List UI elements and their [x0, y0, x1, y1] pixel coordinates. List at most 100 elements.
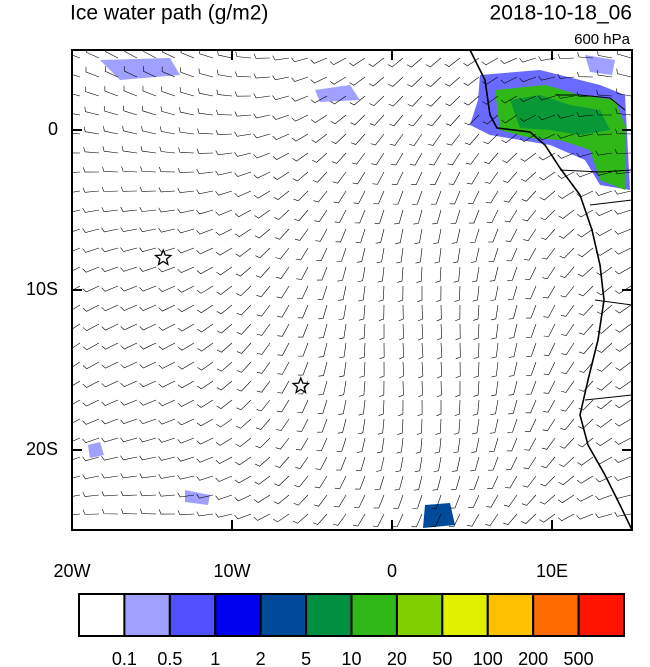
barb	[538, 95, 556, 101]
barb	[577, 228, 594, 238]
barb	[427, 114, 442, 127]
barb	[72, 247, 81, 252]
barb	[101, 508, 119, 515]
x-tick-label: 20W	[53, 561, 90, 581]
barb	[597, 361, 613, 372]
barb	[177, 510, 195, 516]
barb	[318, 304, 328, 320]
barb	[256, 304, 271, 317]
barb	[215, 456, 233, 464]
colorbar-label: 200	[518, 649, 548, 667]
barb	[428, 133, 442, 146]
barb	[374, 209, 385, 224]
barb	[196, 247, 214, 255]
barb	[436, 399, 442, 417]
barb	[579, 361, 594, 373]
barb	[101, 285, 119, 292]
barb	[524, 247, 537, 261]
barb	[471, 266, 480, 283]
barb	[355, 228, 366, 243]
barb	[256, 399, 271, 412]
barb	[158, 473, 176, 479]
barb	[506, 437, 518, 452]
barb	[451, 228, 461, 244]
barb	[72, 93, 81, 97]
barb	[158, 304, 176, 312]
barb	[143, 50, 157, 59]
barb	[417, 399, 423, 417]
barb	[525, 399, 537, 414]
barb	[437, 342, 443, 360]
colorbar-label: 10	[341, 649, 361, 667]
barb	[72, 342, 81, 349]
barb	[614, 418, 632, 427]
barb	[83, 126, 100, 135]
barb	[578, 380, 594, 392]
barb	[526, 380, 537, 395]
barb	[313, 494, 328, 507]
barb	[418, 323, 424, 341]
barb	[72, 228, 81, 232]
y-tick-label: 20S	[26, 439, 58, 459]
barb	[72, 380, 81, 387]
barb	[178, 127, 195, 135]
barb	[398, 323, 404, 341]
colorbar-box	[350, 593, 398, 637]
barb	[416, 418, 423, 435]
barb	[139, 323, 157, 331]
barb	[557, 73, 575, 79]
barb	[490, 399, 499, 416]
barb	[370, 133, 385, 146]
barb	[124, 50, 138, 59]
barb	[519, 114, 537, 122]
barb	[84, 106, 100, 116]
barb	[487, 228, 499, 243]
barb	[470, 247, 480, 263]
barb	[543, 323, 556, 337]
barb	[274, 475, 290, 487]
barb	[454, 399, 461, 416]
barb	[256, 323, 271, 336]
barb	[121, 508, 138, 515]
barb	[415, 247, 423, 264]
barb	[85, 86, 100, 97]
barb	[254, 228, 271, 239]
barb	[236, 342, 252, 354]
barb	[397, 418, 404, 435]
barb	[82, 380, 100, 388]
barb	[426, 76, 442, 87]
barb	[139, 473, 157, 479]
barb	[236, 399, 252, 411]
barb	[101, 437, 119, 443]
barb	[596, 304, 613, 315]
barb	[234, 475, 252, 484]
barb	[291, 114, 309, 122]
barb	[576, 132, 594, 137]
barb	[445, 114, 461, 126]
barb	[235, 228, 252, 238]
barb	[101, 186, 119, 192]
barb	[378, 285, 385, 302]
barb	[595, 130, 613, 136]
barb	[525, 285, 537, 300]
barb	[197, 128, 214, 135]
colorbar-label: 5	[301, 649, 311, 667]
barb	[595, 513, 613, 519]
barb	[142, 66, 157, 78]
barb	[72, 323, 81, 330]
barb	[120, 304, 138, 311]
barb	[177, 437, 195, 444]
barb	[101, 266, 119, 273]
colorbar-label: 0.5	[157, 649, 182, 667]
barb	[393, 494, 404, 509]
barb	[486, 494, 499, 508]
barb	[377, 418, 385, 435]
barb	[276, 285, 290, 299]
barb	[121, 166, 138, 173]
barb	[354, 475, 366, 490]
barb	[451, 475, 461, 491]
barb	[425, 57, 442, 68]
barb	[355, 456, 366, 472]
barb	[521, 513, 537, 524]
barb	[257, 342, 271, 355]
